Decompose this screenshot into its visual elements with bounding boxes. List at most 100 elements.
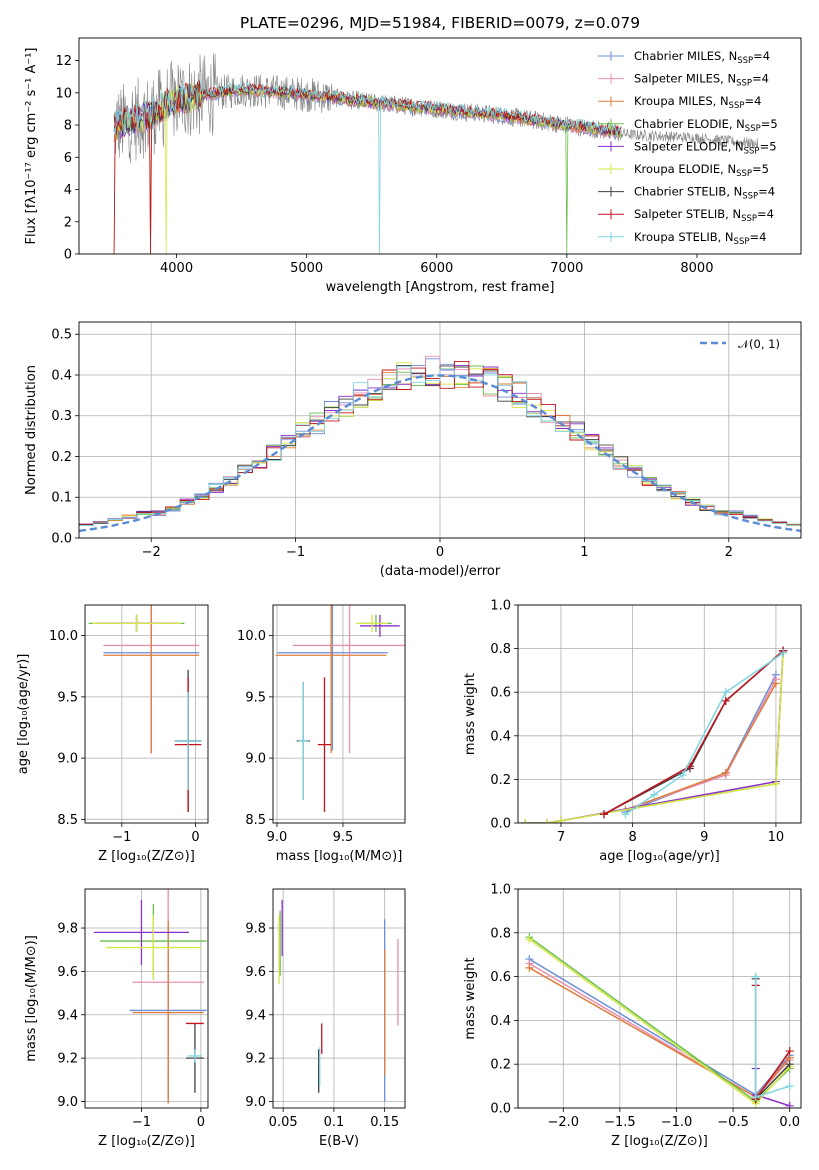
legend-label-chabrier-stelib: Chabrier STELIB, NSSP=4 bbox=[634, 185, 775, 202]
x-tick-label: 8 bbox=[628, 830, 636, 845]
errorbar-kroupa-miles bbox=[103, 605, 200, 754]
legend-label-tail: =4 bbox=[749, 230, 766, 244]
x-tick-label: 9 bbox=[700, 830, 708, 845]
panel-mass-vs-EBV: 0.05 0.1 0.15 9.0 9.2 9.4 9.6 9.8 E(B-V) bbox=[245, 888, 406, 1149]
weight-marker-kroupa-stelib bbox=[751, 972, 760, 981]
weight-marker-chabrier-stelib bbox=[785, 1060, 794, 1069]
legend-label-main: Salpeter STELIB, N bbox=[634, 207, 741, 221]
x-tick-label: −1 bbox=[132, 1115, 151, 1130]
x-tick-label: 4000 bbox=[160, 261, 193, 276]
x-tick-label: 7000 bbox=[550, 261, 583, 276]
y-tick-label: 2 bbox=[64, 215, 72, 230]
legend-label-sub: SSP bbox=[736, 79, 752, 89]
y-tick-label: 9.8 bbox=[57, 922, 78, 937]
legend-label-main: Chabrier STELIB, N bbox=[634, 185, 742, 199]
y-tick-label: 9.5 bbox=[57, 690, 78, 705]
x-tick-label: −1 bbox=[286, 545, 305, 560]
y-tick-label: 10.0 bbox=[49, 629, 78, 644]
legend-label-main: Chabrier ELODIE, N bbox=[634, 117, 745, 131]
legend-label-salpeter-stelib: Salpeter STELIB, NSSP=4 bbox=[634, 207, 774, 224]
y-tick-label: 4 bbox=[64, 183, 72, 198]
x-tick-label: −1.0 bbox=[661, 1115, 693, 1130]
legend-label-sub: SSP bbox=[734, 237, 750, 247]
errorbar-salpeter-elodie bbox=[360, 614, 400, 637]
legend-label-sub: SSP bbox=[741, 214, 757, 224]
y-tick-label: 10 bbox=[55, 86, 72, 101]
errorbar-kroupa-elodie bbox=[356, 614, 388, 632]
y-tick-label: 0.2 bbox=[490, 773, 511, 788]
legend-label-chabrier-elodie: Chabrier ELODIE, NSSP=5 bbox=[634, 117, 778, 134]
legend-label-main: Salpeter ELODIE, N bbox=[634, 139, 744, 153]
axes-frame bbox=[272, 604, 406, 824]
legend-label-tail: =5 bbox=[752, 162, 769, 176]
x-tick-label: 0.05 bbox=[269, 1115, 298, 1130]
weight-marker-kroupa-stelib bbox=[785, 1082, 794, 1091]
legend-label-main: Kroupa STELIB, N bbox=[634, 230, 734, 244]
y-axis-label: age [log₁₀(age/yr)] bbox=[16, 654, 31, 775]
x-tick-label: 0 bbox=[191, 830, 199, 845]
panel-mass-weight-vs-age: 7 8 9 10 0.0 0.2 0.4 0.6 0.8 1.0 age [log₁₀(age/yr… bbox=[463, 599, 802, 864]
legend-label-sub: SSP bbox=[745, 124, 761, 134]
plot-area bbox=[278, 899, 399, 1102]
weight-marker-kroupa-elodie bbox=[525, 935, 534, 944]
legend-label-sub: SSP bbox=[736, 169, 752, 179]
y-tick-label: 9.4 bbox=[57, 1008, 78, 1023]
y-tick-label: 9.0 bbox=[57, 752, 78, 767]
y-tick-label: 0.8 bbox=[490, 642, 511, 657]
legend-label-salpeter-miles: Salpeter MILES, NSSP=4 bbox=[634, 72, 769, 89]
y-tick-label: 9.0 bbox=[245, 1095, 266, 1110]
plot-area bbox=[79, 355, 801, 533]
histogram-salpeter-stelib bbox=[79, 360, 801, 525]
y-tick-label: 8 bbox=[64, 119, 72, 134]
y-tick-label: 0.6 bbox=[490, 686, 511, 701]
spectrum-model-salpeter-stelib bbox=[113, 80, 622, 254]
legend-label-tail: =4 bbox=[757, 207, 774, 221]
y-tick-label: 9.6 bbox=[57, 965, 78, 980]
x-axis-label: (data-model)/error bbox=[380, 564, 501, 579]
gaussian-reference-line bbox=[79, 374, 801, 533]
legend-label-tail: =4 bbox=[752, 72, 769, 86]
legend-label-tail: =5 bbox=[761, 117, 778, 131]
x-tick-label: −2.0 bbox=[547, 1115, 579, 1130]
y-tick-label: 9.2 bbox=[57, 1052, 78, 1067]
y-tick-label: 9.2 bbox=[245, 1052, 266, 1067]
y-axis-label: mass weight bbox=[463, 957, 478, 1039]
y-tick-label: 9.6 bbox=[245, 965, 266, 980]
x-tick-label: −0.5 bbox=[717, 1115, 749, 1130]
y-axis-label: mass [log₁₀(M/M⊙)] bbox=[24, 935, 39, 1062]
legend-label-sub: SSP bbox=[729, 101, 745, 111]
legend-label-kroupa-miles: Kroupa MILES, NSSP=4 bbox=[634, 94, 761, 111]
x-axis-label: wavelength [Angstrom, rest frame] bbox=[326, 280, 555, 295]
figure-title: PLATE=0296, MJD=51984, FIBERID=0079, z=0… bbox=[240, 14, 640, 32]
y-tick-label: 0.2 bbox=[490, 1058, 511, 1073]
x-axis-label: mass [log₁₀(M/M⊙)] bbox=[276, 849, 403, 864]
legend-label-tail: =4 bbox=[744, 94, 761, 108]
errorbar-kroupa-miles bbox=[275, 605, 387, 754]
weight-marker-kroupa-elodie bbox=[542, 819, 551, 823]
panels: 4000 5000 6000 7000 8000024681012wavelength … bbox=[16, 37, 802, 1149]
y-tick-label: 0 bbox=[64, 248, 72, 263]
x-tick-label: −1 bbox=[112, 830, 131, 845]
x-axis-label: age [log₁₀(age/yr)] bbox=[599, 849, 720, 864]
legend-label-gaussian: 𝒩(0, 1) bbox=[738, 337, 780, 351]
y-axis-label: mass weight bbox=[463, 673, 478, 755]
weight-marker-kroupa-miles bbox=[771, 679, 780, 688]
weight-line-salpeter-stelib bbox=[603, 650, 784, 815]
y-axis-label: Normed distribution bbox=[24, 365, 39, 495]
x-tick-label: 10 bbox=[768, 830, 785, 845]
y-tick-label: 0.0 bbox=[490, 817, 511, 832]
weight-marker-kroupa-elodie bbox=[556, 816, 565, 823]
x-tick-label: 5000 bbox=[290, 261, 323, 276]
legend-label-tail: =4 bbox=[753, 49, 770, 63]
x-tick-label: 0.15 bbox=[370, 1115, 399, 1130]
x-axis-label: Z [log₁₀(Z/Z⊙)] bbox=[611, 1134, 708, 1149]
plot-area bbox=[275, 605, 405, 812]
errorbar-kroupa-stelib bbox=[298, 682, 309, 800]
legend-label-tail: =4 bbox=[758, 185, 775, 199]
axes-frame bbox=[272, 888, 406, 1109]
axes-frame bbox=[517, 604, 802, 824]
legend-label-main: Chabrier MILES, N bbox=[634, 49, 737, 63]
x-axis-label: Z [log₁₀(Z/Z⊙)] bbox=[98, 849, 195, 864]
